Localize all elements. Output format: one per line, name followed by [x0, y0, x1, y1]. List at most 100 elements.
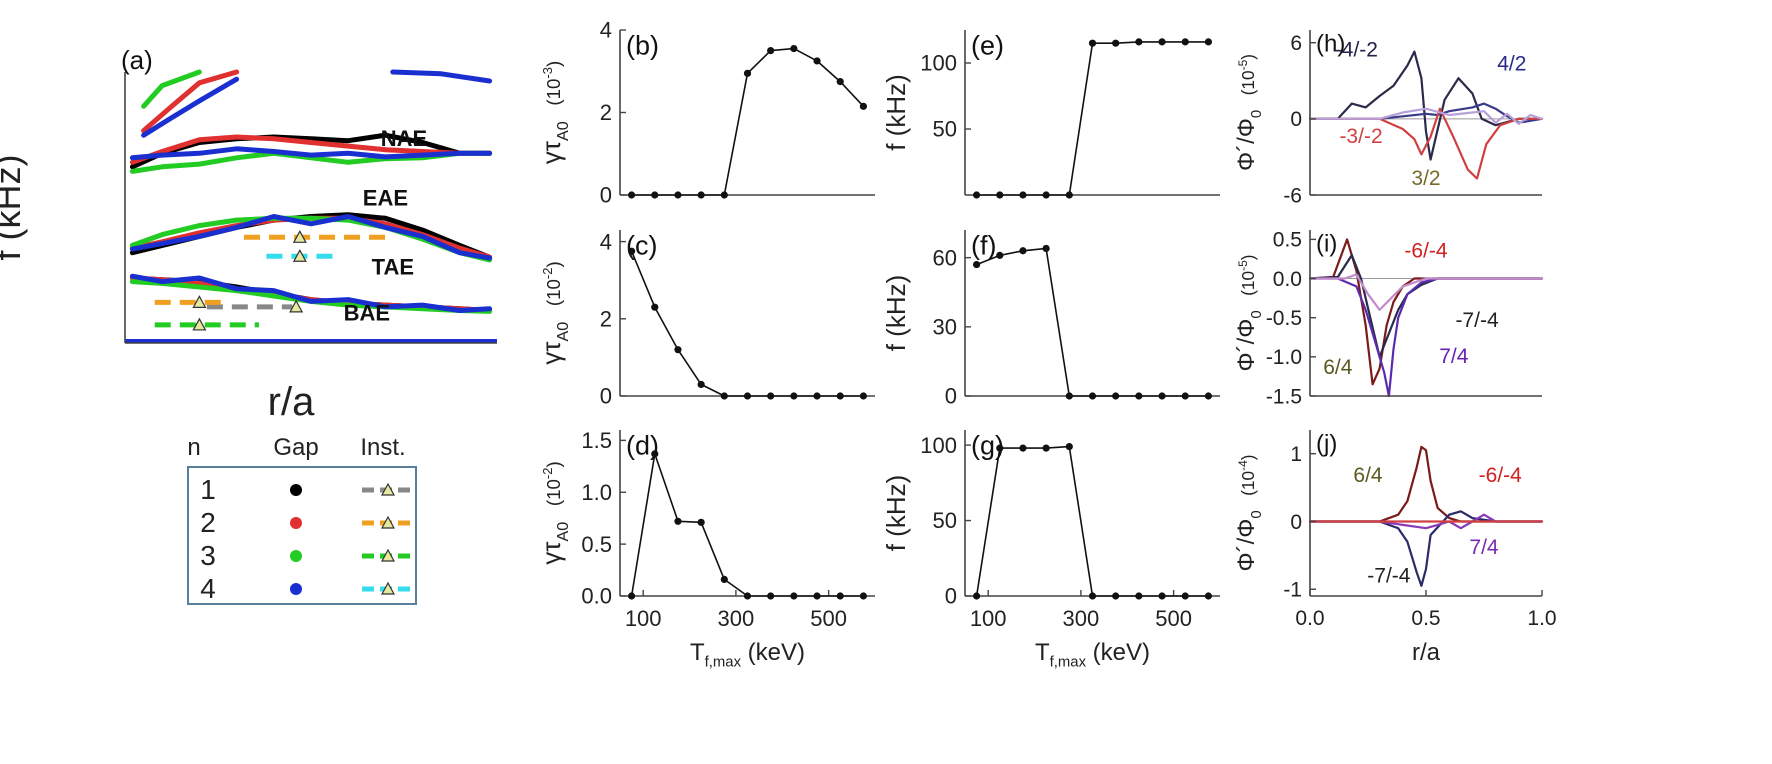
y-axis-label: Φ´/Φ0 (10-5) [1233, 254, 1265, 371]
data-point [1019, 444, 1027, 452]
data-point [1088, 592, 1097, 600]
data-point [1158, 592, 1166, 600]
gap-label: EAE [363, 186, 408, 211]
ylabel-exp: -2 [540, 468, 555, 480]
legend-header: Gap [273, 434, 318, 461]
ylabel-close: ) [1238, 54, 1258, 60]
data-point [1065, 191, 1073, 199]
data-point [627, 592, 636, 600]
data-point [859, 102, 868, 110]
y-tick-label: 0.5 [1273, 229, 1302, 252]
panel-label: (f) [971, 230, 996, 260]
instability-marker [192, 317, 207, 331]
legend-inst-marker [380, 548, 396, 562]
mode-6-4 [1308, 273, 1544, 311]
continuum-n4 [129, 273, 493, 313]
panel-label: (c) [626, 230, 657, 260]
ylabel-main: γτ [536, 140, 566, 164]
data-point [767, 392, 775, 400]
y-tick-label: 0 [1290, 511, 1302, 534]
instability-marker [292, 249, 307, 262]
data-point [1065, 392, 1073, 400]
legend-gap-dot [290, 550, 302, 562]
data-point [627, 247, 636, 255]
y-tick-label: 4 [600, 18, 612, 43]
panel-label: (b) [626, 30, 659, 60]
ylabel-close: ) [1238, 454, 1258, 460]
ylabel-main: γτ [536, 541, 566, 565]
mode-label: -4/-2 [1335, 39, 1378, 62]
data-point [1181, 592, 1189, 600]
ylabel-main: γτ [536, 341, 566, 365]
data-point [859, 592, 868, 600]
ylabel-scale: (10 [1238, 70, 1258, 95]
y-axis-label: f (kHz) [881, 74, 911, 151]
panel-c: (c) 0 2 4 γτA0 (10-2) [536, 229, 875, 409]
legend-inst-marker [380, 581, 396, 595]
y-tick-label: 1 [1290, 443, 1302, 466]
legend-gap-dot [290, 517, 302, 529]
x-axis-label: r/a [268, 380, 315, 424]
x-tick-label: 100 [625, 606, 662, 631]
ylabel-scale: (10 [543, 79, 564, 106]
instability-marker [192, 295, 207, 308]
data-point [767, 47, 775, 55]
data-point [813, 57, 821, 65]
y-tick-label: 0 [945, 584, 957, 609]
x-axis-label: r/a [1412, 639, 1441, 666]
panel-f: (f) 0 30 60 f (kHz) [881, 230, 1220, 409]
legend-gap-dot [290, 583, 302, 595]
ylabel-main: Φ´/Φ [1233, 118, 1260, 171]
y-tick-label: 50 [933, 117, 957, 142]
data-point [1181, 392, 1189, 400]
y-tick-label: 0 [600, 384, 612, 409]
data-point [972, 191, 981, 199]
data-point [697, 380, 705, 389]
data-point [1158, 38, 1166, 46]
xlabel-sub: f,max [1050, 655, 1087, 671]
data-point [1204, 592, 1213, 600]
x-tick-label: 300 [1063, 606, 1100, 631]
mode-label: -3/-2 [1339, 125, 1382, 148]
y-tick-label: -1.0 [1266, 346, 1302, 369]
panel-label: (e) [971, 30, 1004, 60]
y-tick-label: -0.5 [1266, 307, 1302, 330]
data-point [743, 69, 752, 77]
gap-label: NAE [381, 126, 427, 151]
data-point [1019, 247, 1027, 255]
data-point [1112, 39, 1120, 47]
data-point [697, 191, 705, 199]
x-tick-label: 100 [970, 606, 1007, 631]
data-point [996, 251, 1004, 259]
mode--4--2 [1308, 50, 1544, 161]
y-tick-label: 4 [600, 229, 612, 254]
data-point [743, 392, 752, 400]
x-axis-label: Tf,max (keV) [1035, 639, 1150, 671]
y-tick-label: 1.5 [581, 428, 612, 453]
x-tick-label: 500 [810, 606, 847, 631]
data-point [1088, 392, 1097, 400]
data-point [836, 592, 844, 600]
continuum-top-n2 [141, 69, 240, 134]
y-axis-label: Φ´/Φ0 (10-5) [1233, 54, 1265, 171]
y-axis-label: Φ´/Φ0 (10-4) [1233, 454, 1265, 571]
data-point [1042, 244, 1050, 253]
mode-label: 7/4 [1469, 536, 1499, 559]
y-tick-label: 0 [600, 183, 612, 208]
continuum-n4 [129, 146, 493, 161]
legend-n: 2 [200, 507, 216, 538]
ylabel-scale: (10 [543, 279, 564, 306]
xlabel-main: T [690, 639, 705, 666]
data-point [1019, 191, 1027, 199]
data-point [697, 518, 705, 526]
y-tick-label: 30 [933, 315, 957, 340]
gap-label: BAE [344, 300, 390, 325]
data-point [720, 575, 728, 584]
ylabel-exp: -5 [1236, 260, 1250, 271]
mode-label: 6/4 [1323, 356, 1353, 379]
continuum-top-n4 [141, 76, 240, 138]
panel-e: (e) 50 100 f (kHz) [881, 30, 1220, 199]
